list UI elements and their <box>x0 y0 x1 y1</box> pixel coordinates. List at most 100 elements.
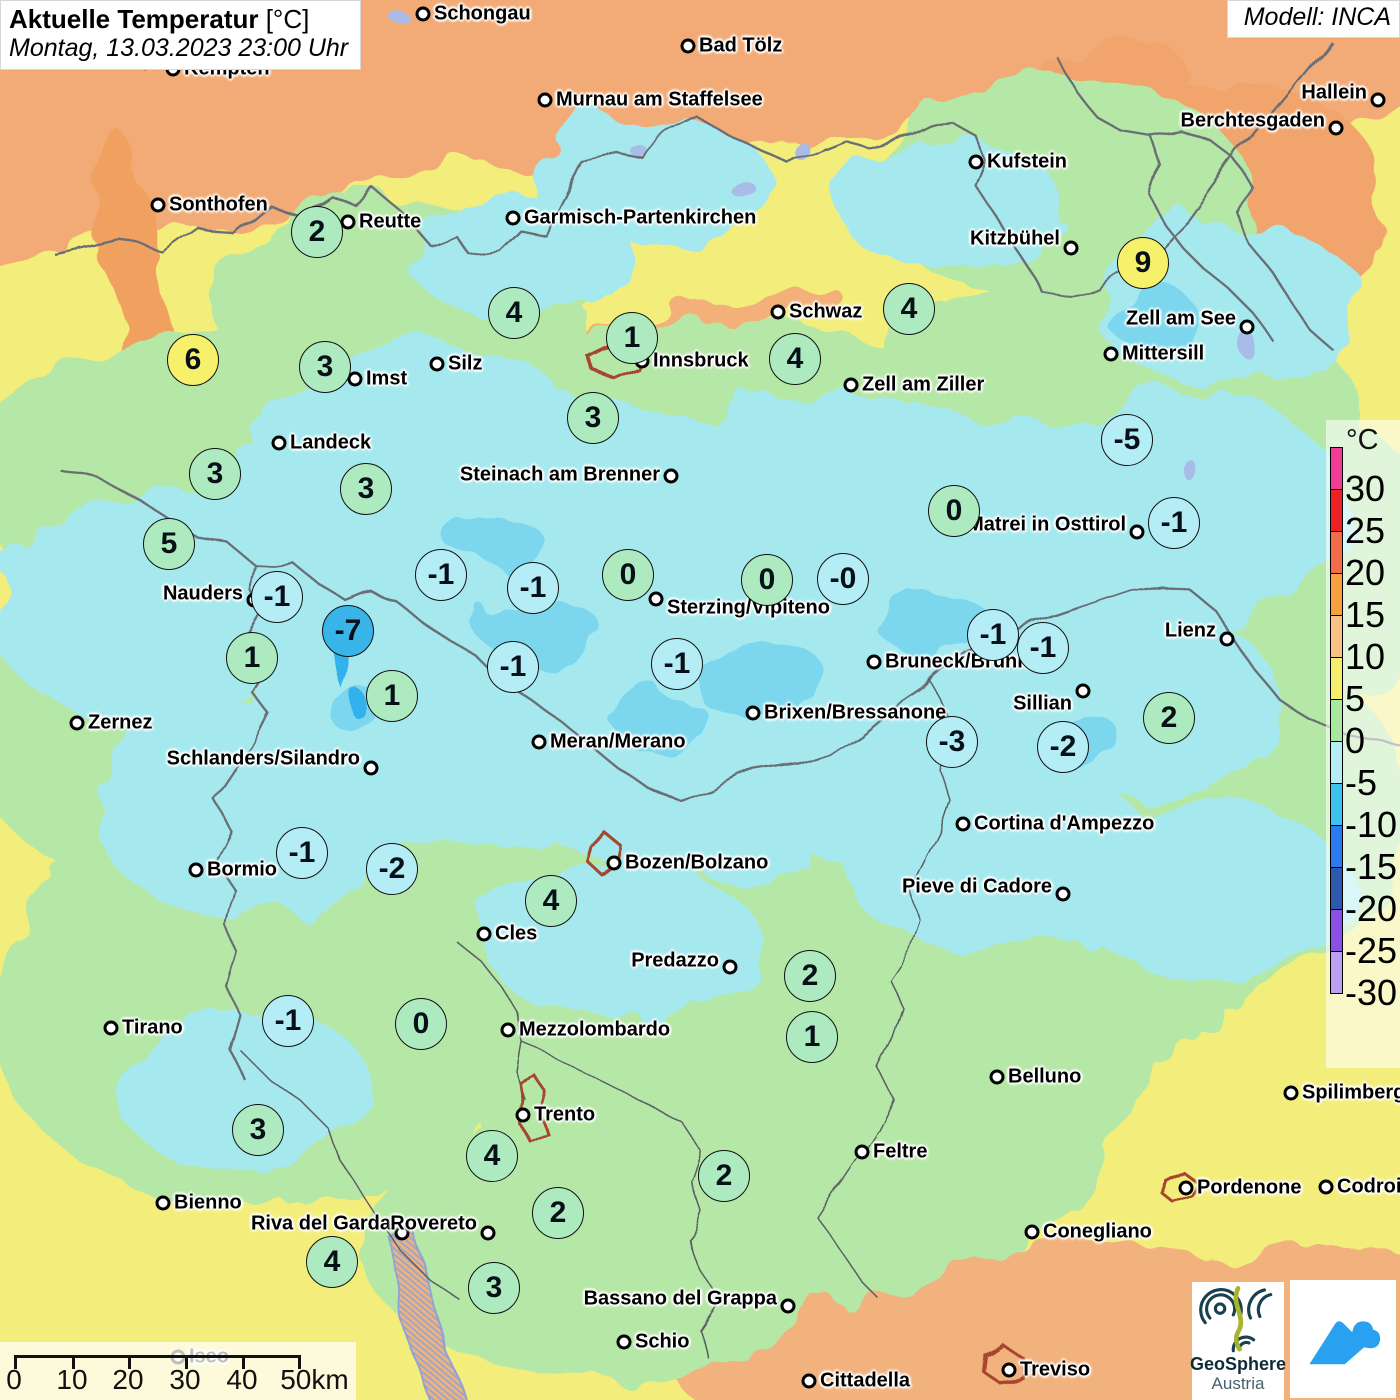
temp-value-badge: 1 <box>786 1011 838 1063</box>
temp-value-badge: 2 <box>1143 692 1195 744</box>
scale-tick-label: 30 <box>169 1364 201 1395</box>
temp-value-badge: 3 <box>232 1104 284 1156</box>
temp-value-badge: 2 <box>291 206 343 258</box>
city-label: Silz <box>448 352 483 375</box>
city-label: Kufstein <box>987 150 1067 173</box>
city-marker-dot <box>780 1298 796 1314</box>
city-marker-dot <box>989 1069 1005 1085</box>
city-marker-dot <box>347 371 363 387</box>
legend-tick-label: 25 <box>1345 510 1386 551</box>
scale-bar-line <box>14 1355 299 1358</box>
city-label: Schwaz <box>789 300 863 323</box>
scale-tick <box>242 1355 245 1369</box>
geosphere-austria-logo: GeoSphere Austria <box>1190 1282 1286 1400</box>
city-label: Tirano <box>122 1016 183 1039</box>
city-marker-dot <box>663 468 679 484</box>
legend-unit-label: °C <box>1346 424 1379 456</box>
scale-tick-label: 0 <box>6 1364 22 1395</box>
temp-value-badge: -1 <box>651 638 703 690</box>
legend-color-bar <box>1330 447 1343 994</box>
city-marker-dot <box>155 1195 171 1211</box>
legend-tick-label: -30 <box>1345 972 1398 1013</box>
city-label: Steinach am Brenner <box>459 463 660 486</box>
city-label: Riva del Garda <box>250 1212 391 1235</box>
temp-value-badge: 6 <box>167 334 219 386</box>
city-label: Bozen/Bolzano <box>625 851 769 874</box>
city-marker-dot <box>1283 1085 1299 1101</box>
city-label: Zernez <box>88 711 153 734</box>
page-title-text: Aktuelle Temperatur <box>9 4 259 34</box>
temp-value-badge: 1 <box>366 670 418 722</box>
geosphere-country: Austria <box>1211 1374 1265 1393</box>
temp-value-badge: -1 <box>1148 497 1200 549</box>
city-marker-dot <box>69 715 85 731</box>
city-marker-dot <box>866 654 882 670</box>
city-label: Spilimbergo <box>1302 1081 1400 1104</box>
city-marker-dot <box>1328 120 1344 136</box>
scale-tick <box>128 1355 131 1369</box>
city-marker-dot <box>968 154 984 170</box>
legend-color-segment <box>1330 909 1343 952</box>
scale-bar: 0 10 20 30 40 50km <box>0 1342 356 1400</box>
city-marker-dot <box>1055 886 1071 902</box>
city-label: Bienno <box>174 1191 242 1214</box>
city-label: Cittadella <box>820 1369 911 1392</box>
scale-tick <box>72 1355 75 1369</box>
temp-value-badge: -1 <box>415 549 467 601</box>
city-marker-dot <box>103 1020 119 1036</box>
temp-value-badge: 4 <box>525 875 577 927</box>
legend-color-segment <box>1330 825 1343 868</box>
city-marker-dot <box>722 959 738 975</box>
city-marker-dot <box>854 1144 870 1160</box>
scale-tick-label: 50km <box>280 1364 349 1395</box>
city-marker-dot <box>537 92 553 108</box>
city-label: Treviso <box>1020 1358 1091 1381</box>
scale-tick <box>298 1355 301 1369</box>
temp-value-badge: 2 <box>784 950 836 1002</box>
city-label: Landeck <box>290 431 372 454</box>
city-marker-dot <box>843 377 859 393</box>
city-marker-dot <box>745 705 761 721</box>
city-label: Lienz <box>1164 619 1216 642</box>
temp-value-badge: 4 <box>769 333 821 385</box>
model-label-box: Modell: INCA <box>1226 0 1400 38</box>
legend-color-segment <box>1330 615 1343 658</box>
city-label: Belluno <box>1008 1065 1082 1088</box>
page-title: Aktuelle Temperatur [°C] <box>9 4 348 34</box>
temp-value-badge: 0 <box>928 485 980 537</box>
temp-value-badge: -5 <box>1101 414 1153 466</box>
city-label: Nauders <box>162 582 243 605</box>
city-label: Zell am See <box>1125 307 1236 330</box>
city-label: Conegliano <box>1043 1220 1152 1243</box>
legend-color-segment <box>1330 699 1343 742</box>
city-label: Sterzing/Vipiteno <box>667 596 830 619</box>
city-marker-dot <box>531 734 547 750</box>
city-label: Matrei in Osttirol <box>967 513 1126 536</box>
city-label: Schlanders/Silandro <box>166 747 360 770</box>
city-label: Sillian <box>1013 692 1072 715</box>
city-label: Bassano del Grappa <box>583 1287 777 1310</box>
temp-value-badge: 0 <box>741 554 793 606</box>
temp-value-badge: -2 <box>1037 721 1089 773</box>
city-label: Schio <box>635 1330 690 1353</box>
scale-tick-label: 10 <box>56 1364 88 1395</box>
city-marker-dot <box>955 816 971 832</box>
temp-value-badge: -2 <box>366 843 418 895</box>
city-marker-dot <box>415 6 431 22</box>
legend-color-segment <box>1330 657 1343 700</box>
contour-lines-icon <box>1199 1286 1273 1353</box>
temp-value-badge: 4 <box>488 287 540 339</box>
legend-color-segment <box>1330 447 1343 490</box>
city-marker-dot <box>801 1373 817 1389</box>
city-marker-dot <box>1024 1224 1040 1240</box>
temp-value-badge: -0 <box>817 553 869 605</box>
temp-value-badge: -1 <box>507 562 559 614</box>
temp-value-badge: 5 <box>143 518 195 570</box>
city-marker-dot <box>340 214 356 230</box>
temp-value-badge: 1 <box>606 312 658 364</box>
city-marker-dot <box>1103 346 1119 362</box>
city-label: Berchtesgaden <box>1180 109 1326 132</box>
temp-value-badge: -3 <box>926 716 978 768</box>
city-marker-dot <box>1239 319 1255 335</box>
